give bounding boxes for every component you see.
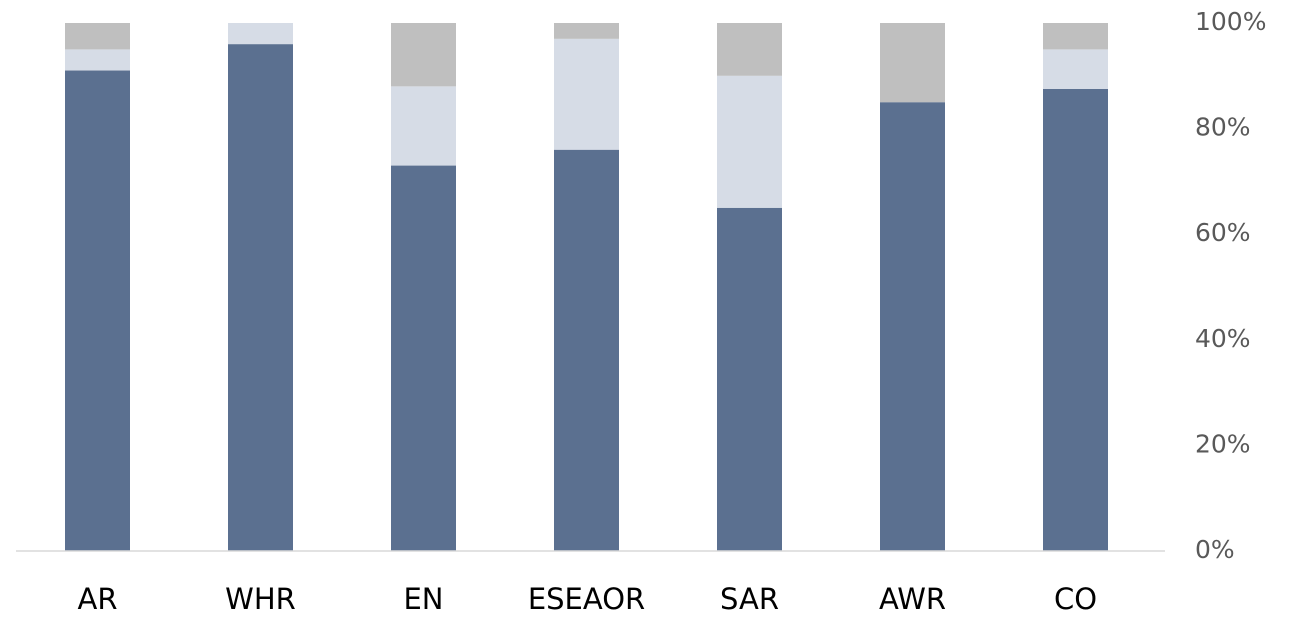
x-tick-label: EN — [403, 582, 443, 616]
bar-segment — [880, 102, 945, 551]
bar-segment — [1043, 23, 1108, 50]
bar-segment — [880, 23, 945, 103]
y-tick-label: 0% — [1195, 535, 1235, 564]
bar-segment — [1043, 49, 1108, 89]
x-tick-label: SAR — [720, 582, 779, 616]
y-tick-label: 100% — [1195, 7, 1266, 36]
bar-segment — [228, 23, 293, 45]
x-tick-label: AR — [78, 582, 118, 616]
bar-segment — [65, 23, 130, 50]
y-tick-label: 20% — [1195, 429, 1251, 458]
bar-segment — [554, 38, 619, 150]
y-tick-label: 60% — [1195, 218, 1251, 247]
bar-segment — [391, 23, 456, 87]
x-tick-label: WHR — [225, 582, 296, 616]
y-tick-label: 80% — [1195, 113, 1251, 142]
bar-segment — [391, 86, 456, 166]
y-tick-label: 40% — [1195, 324, 1251, 353]
bar-segment — [717, 207, 782, 552]
x-tick-label: ESEAOR — [528, 582, 645, 616]
bar-segment — [554, 149, 619, 551]
bar-segment — [554, 23, 619, 39]
bar-segment — [65, 70, 130, 552]
bar-segment — [228, 44, 293, 552]
bar-segment — [65, 49, 130, 71]
x-tick-label: AWR — [879, 582, 946, 616]
bar-segment — [717, 23, 782, 76]
x-tick-label: CO — [1054, 582, 1097, 616]
bar-segment — [1043, 89, 1108, 551]
bar-segment — [717, 75, 782, 208]
bar-segment — [391, 165, 456, 551]
